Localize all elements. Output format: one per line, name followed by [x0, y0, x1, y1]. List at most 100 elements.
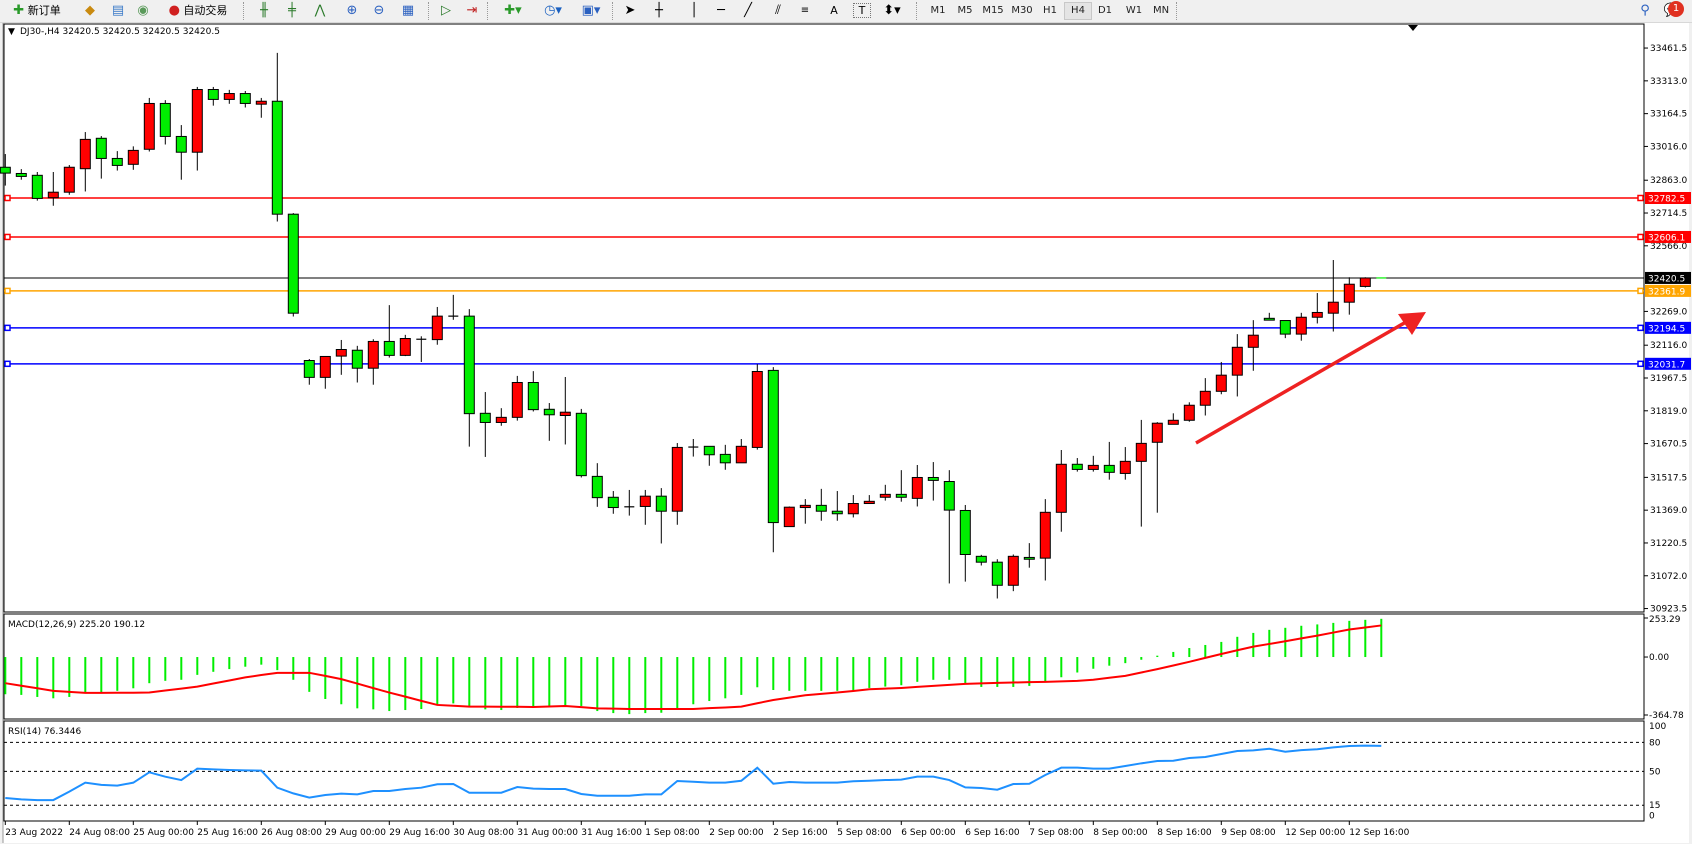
auto-trading-button[interactable]: ● 自动交易: [160, 2, 236, 19]
candle-body: [543, 408, 555, 416]
time-tick-label: 5 Sep 08:00: [837, 828, 892, 838]
candle-body: [1119, 460, 1131, 474]
candle-body: [399, 338, 411, 356]
candle-body: [831, 510, 843, 515]
auto-trading-label: 自动交易: [183, 4, 228, 17]
zoom-out-icon[interactable]: ⊖: [373, 3, 385, 18]
level-price-label: 32606.1: [1648, 233, 1685, 243]
timeframe-d1[interactable]: D1: [1097, 5, 1113, 16]
level-price-badge: [1645, 321, 1691, 334]
level-price-label: 32194.5: [1648, 324, 1685, 334]
time-tick-label: 29 Aug 16:00: [389, 828, 450, 838]
timeframe-w1[interactable]: W1: [1125, 5, 1143, 16]
candle-body: [815, 504, 827, 512]
candle-body: [367, 340, 379, 369]
arrows-icon[interactable]: ⬍▾: [883, 3, 901, 18]
price-tick-label: 33164.5: [1650, 110, 1687, 120]
timeframe-h1[interactable]: H1: [1043, 5, 1057, 16]
main-price-panel[interactable]: [3, 23, 1645, 613]
candle-body: [63, 166, 75, 193]
timeframe-m5[interactable]: M5: [957, 5, 973, 16]
candle-body: [495, 416, 507, 423]
price-tick-label: 30923.5: [1650, 605, 1687, 615]
timeframe-mn[interactable]: MN: [1152, 5, 1170, 16]
candle-body: [303, 360, 315, 378]
text-label-tool[interactable]: T: [853, 3, 871, 18]
rsi-line: [5, 744, 1382, 802]
auto-scroll-icon[interactable]: ▷: [441, 3, 451, 18]
timeframe-m30[interactable]: M30: [1011, 5, 1033, 16]
time-tick-label: 26 Aug 08:00: [261, 828, 322, 838]
line-chart-icon[interactable]: ⋀: [314, 3, 326, 18]
candle-body: [127, 149, 139, 165]
level-price-badge: [1645, 357, 1691, 370]
candle-body: [47, 191, 59, 199]
trend-arrow[interactable]: [1195, 312, 1426, 445]
crosshair-icon[interactable]: ┼: [655, 3, 663, 18]
candlestick-icon[interactable]: ╪: [288, 3, 296, 18]
gold-icon[interactable]: ◆: [85, 3, 95, 18]
tile-windows-icon[interactable]: ▦: [401, 3, 415, 18]
level-handle-icon: [4, 233, 11, 241]
candle-body: [223, 93, 235, 100]
candle-body: [79, 138, 91, 170]
macd-panel[interactable]: [3, 613, 1645, 720]
indicators-icon[interactable]: ✚▾: [504, 3, 522, 18]
candle-body: [783, 506, 795, 528]
arrow-shaft: [1195, 320, 1407, 445]
time-tick-label: 23 Aug 2022: [5, 828, 63, 838]
horizontal-line-icon[interactable]: ─: [717, 3, 725, 18]
candle-body: [1343, 283, 1355, 303]
rsi-tick-label: 15: [1649, 801, 1660, 811]
price-tick-label: 33016.0: [1650, 142, 1687, 152]
channel-icon[interactable]: ⫽: [775, 3, 781, 18]
candle-body: [463, 315, 475, 415]
periods-icon[interactable]: ◷▾: [544, 3, 562, 18]
zoom-in-icon[interactable]: ⊕: [346, 3, 358, 18]
candle-body: [703, 445, 715, 456]
text-tool[interactable]: A: [826, 2, 842, 19]
time-tick-label: 31 Aug 00:00: [517, 828, 578, 838]
candle-body: [255, 100, 267, 105]
candle-body: [975, 555, 987, 563]
level-handle-icon: [1637, 194, 1644, 202]
candle-body: [735, 445, 747, 464]
candle-body: [1295, 316, 1307, 335]
separator: [1176, 2, 1178, 20]
level-price-labels: 32782.5 32606.1 32420.5 32361.9 32194.5 32031…: [1645, 192, 1691, 370]
level-handle-icon: [4, 287, 11, 295]
fibonacci-icon[interactable]: ≡: [800, 5, 810, 16]
candle-body: [1311, 311, 1323, 318]
new-order-button[interactable]: ✚ 新订单: [2, 2, 72, 19]
signals-icon[interactable]: ◉: [137, 3, 149, 18]
search-icon[interactable]: ⚲: [1640, 3, 1650, 18]
price-tick-label: 32714.5: [1650, 209, 1687, 219]
cursor-icon[interactable]: ➤: [624, 3, 636, 18]
candle-body: [15, 172, 27, 177]
candle-body: [1071, 463, 1083, 470]
vertical-line-icon[interactable]: │: [690, 3, 698, 18]
timeframe-m1[interactable]: M1: [930, 5, 946, 16]
text-icon: A: [830, 4, 838, 17]
price-tick-label: 33461.5: [1650, 44, 1687, 54]
time-tick-label: 30 Aug 08:00: [453, 828, 514, 838]
trendline-icon[interactable]: ╱: [744, 3, 752, 18]
templates-icon[interactable]: ▣▾: [581, 3, 601, 18]
candle-body: [287, 213, 299, 314]
macd-tick-label: -364.78: [1649, 711, 1684, 721]
chart-shift-icon[interactable]: ⇥: [466, 3, 478, 18]
timeframe-m15[interactable]: M15: [982, 5, 1004, 16]
timeframe-h4[interactable]: H4: [1064, 2, 1092, 20]
candle-body: [175, 135, 187, 153]
text-label-icon: T: [858, 4, 866, 17]
market-watch-icon[interactable]: ▤: [111, 3, 125, 18]
time-tick-label: 29 Aug 00:00: [325, 828, 386, 838]
chart-shift-marker-icon[interactable]: [1408, 25, 1418, 31]
level-handle-icon: [1637, 287, 1644, 295]
candle-body: [767, 369, 779, 524]
level-price-badge: [1645, 192, 1691, 204]
candle-body: [799, 504, 811, 509]
bar-chart-icon[interactable]: ╫: [260, 3, 268, 18]
new-order-label: 新订单: [27, 4, 61, 17]
